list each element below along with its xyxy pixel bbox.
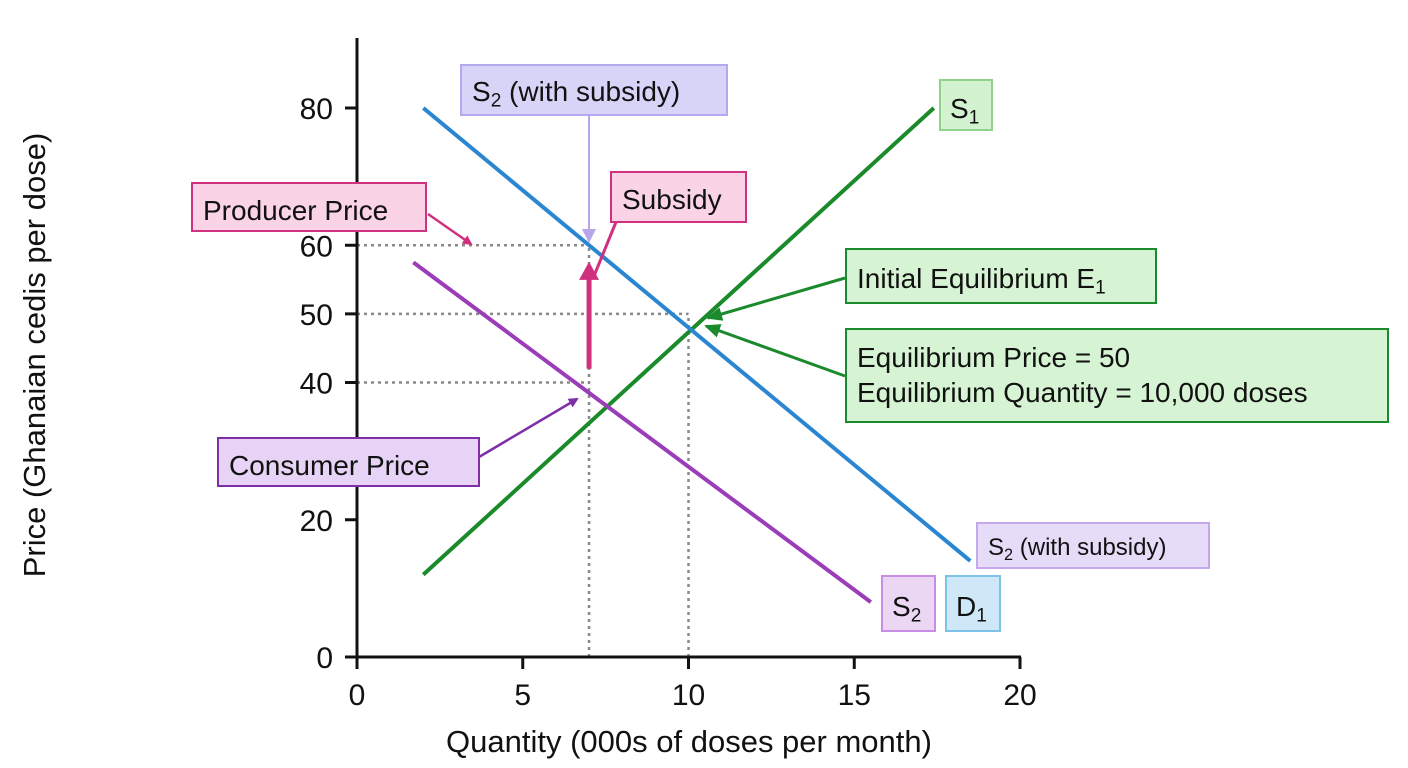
- subsidy-leader-line: [592, 221, 618, 277]
- equilibrium-quantity-text: Equilibrium Quantity = 10,000 doses: [857, 377, 1308, 408]
- y-tick-label: 80: [300, 93, 333, 126]
- s2-right-sub: 2: [1004, 545, 1014, 564]
- producer-price-arrow: [427, 212, 473, 246]
- s2-top-rest: (with subsidy): [501, 76, 681, 107]
- s2-with-subsidy-top-label: S2 (with subsidy): [460, 64, 728, 116]
- y-tick-label: 50: [300, 299, 333, 332]
- y-tick-label: 60: [300, 230, 333, 263]
- initial-equilibrium-main: Initial Equilibrium E: [857, 263, 1096, 294]
- x-tick-label: 15: [838, 679, 871, 712]
- equilibrium-info-arrow: [704, 324, 846, 378]
- s1-main: S: [950, 93, 969, 124]
- x-axis-title: Quantity (000s of doses per month): [446, 724, 932, 759]
- s2-right-main: S: [988, 534, 1005, 561]
- series-line-s1: [421, 106, 936, 577]
- s1-sub: 1: [968, 107, 980, 129]
- initial-equilibrium-label: Initial Equilibrium E1: [845, 248, 1157, 304]
- s2-top-sub: 2: [490, 90, 502, 112]
- y-tick-label: 40: [300, 368, 333, 401]
- s2-small-sub: 2: [910, 605, 922, 627]
- producer-price-text: Producer Price: [203, 195, 389, 226]
- x-tick-label: 5: [514, 679, 531, 712]
- subsidy-label: Subsidy: [610, 171, 747, 223]
- d1-sub: 1: [976, 605, 987, 627]
- subsidy-text: Subsidy: [622, 184, 722, 215]
- s2-label: S2: [881, 575, 936, 632]
- y-axis-title: Price (Ghanaian cedis per dose): [17, 133, 52, 578]
- s2-right-rest: (with subsidy): [1013, 534, 1167, 561]
- initial-equilibrium-sub: 1: [1095, 277, 1106, 299]
- s2-with-subsidy-right-label: S2 (with subsidy): [976, 522, 1210, 569]
- equilibrium-price-text: Equilibrium Price = 50: [857, 342, 1131, 373]
- x-tick-label: 10: [672, 679, 705, 712]
- consumer-price-arrow: [478, 397, 579, 459]
- consumer-price-text: Consumer Price: [229, 450, 430, 481]
- initial-equilibrium-arrow: [706, 276, 846, 321]
- s2-small-main: S: [892, 591, 911, 622]
- x-tick-label: 20: [1003, 679, 1036, 712]
- x-tick-label: 0: [349, 679, 366, 712]
- y-tick-label: 20: [300, 505, 333, 538]
- consumer-price-label: Consumer Price: [217, 437, 480, 487]
- d1-main: D: [956, 591, 977, 622]
- y-tick-label: 0: [316, 642, 333, 675]
- producer-price-label: Producer Price: [191, 182, 427, 232]
- s2-top-main: S: [472, 76, 491, 107]
- d1-label: D1: [945, 575, 1001, 632]
- series-line-s2-with-subsidy: [422, 106, 972, 563]
- s1-label: S1: [939, 79, 993, 131]
- series-line-s2: [412, 260, 873, 604]
- equilibrium-info-box: Equilibrium Price = 50 Equilibrium Quanti…: [845, 328, 1389, 423]
